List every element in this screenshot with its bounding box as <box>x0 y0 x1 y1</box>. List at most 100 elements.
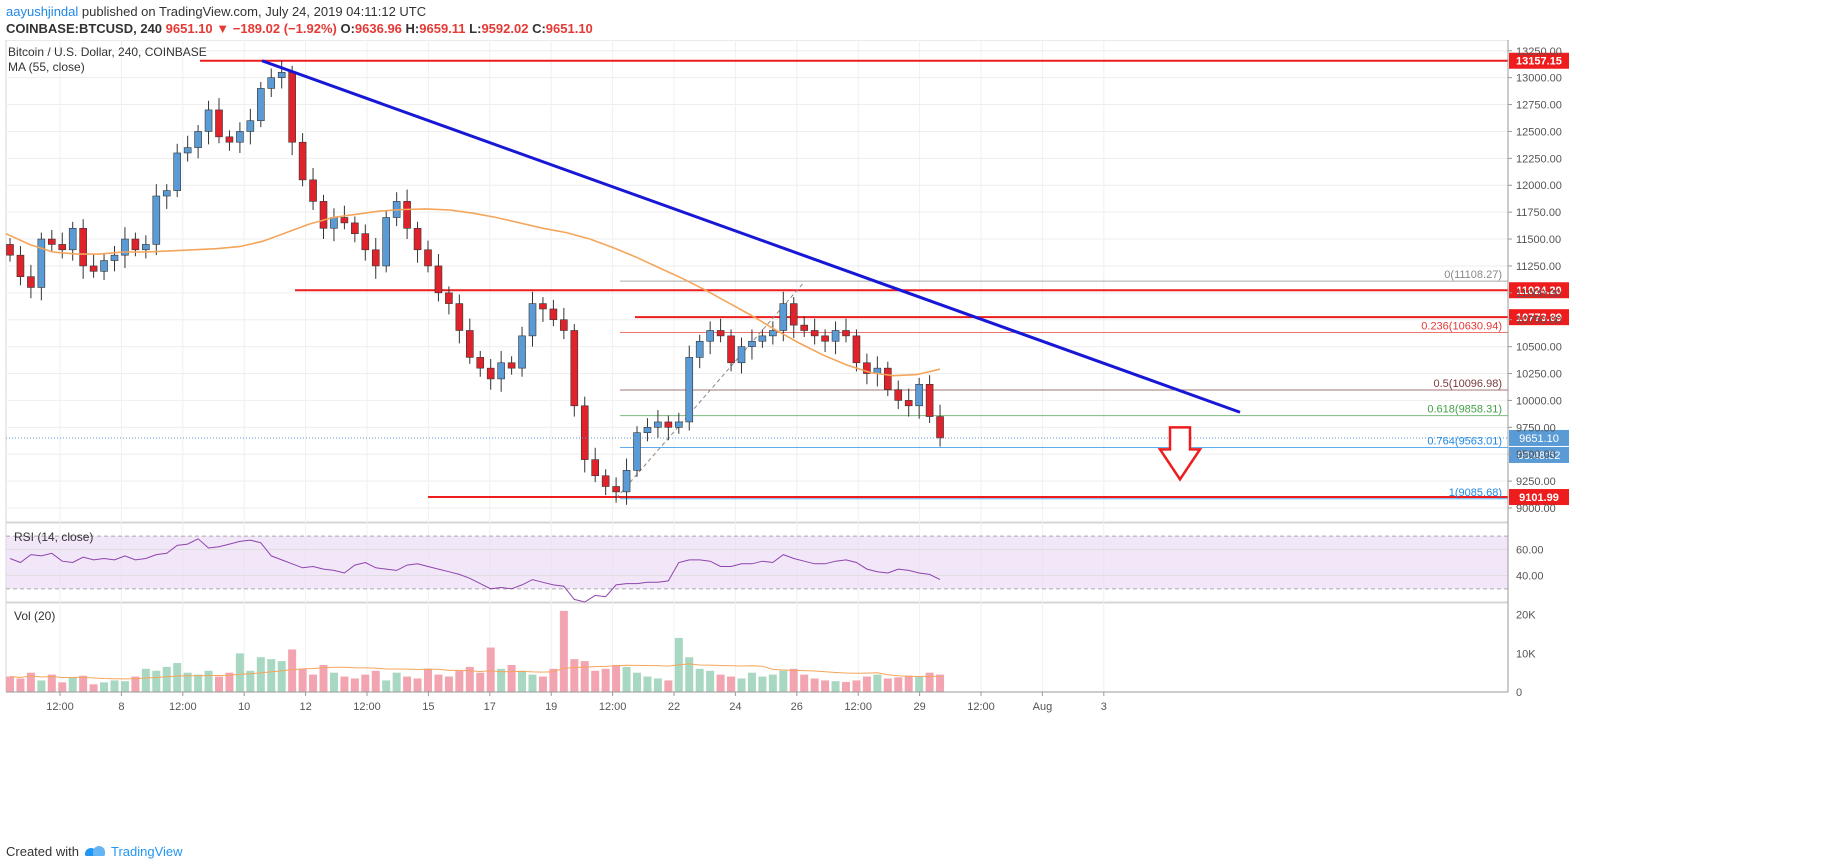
candle-body <box>925 383 934 417</box>
volume-bar <box>633 672 641 692</box>
candle-body <box>486 367 495 380</box>
time-tick-label: 12:00 <box>844 701 872 713</box>
volume-bar <box>622 666 631 692</box>
grid <box>5 40 1509 693</box>
candle-body <box>162 190 171 197</box>
volume-bar <box>68 677 77 692</box>
level-price-label: 11024.20 <box>1516 285 1561 297</box>
candle-body <box>737 346 746 364</box>
candle-body <box>685 357 694 423</box>
candle-body <box>16 254 25 277</box>
candle-body <box>716 330 725 337</box>
volume-bar <box>6 676 14 692</box>
fib-anchor-line <box>615 281 805 499</box>
volume-bar <box>141 668 150 692</box>
candle-body <box>591 459 600 477</box>
candle-body <box>758 335 767 342</box>
candle-body <box>706 330 714 342</box>
candle-body <box>424 249 432 267</box>
volume-bar <box>371 670 380 692</box>
volume-bar <box>288 649 297 692</box>
price-tick-label: 9500.00 <box>1516 449 1556 461</box>
candle-body <box>507 362 516 369</box>
candle-body <box>47 238 56 245</box>
price-tick-label: 12000.00 <box>1516 180 1562 192</box>
fib-label: 0.764(9563.01) <box>1427 435 1502 447</box>
candle-body <box>68 227 77 251</box>
level-price-label: 13157.15 <box>1516 56 1562 68</box>
candle-body <box>27 276 35 288</box>
candle-body <box>361 233 370 251</box>
volume-bar <box>215 676 223 692</box>
volume-bar <box>298 668 307 692</box>
candle-body <box>883 367 892 390</box>
candle-body <box>528 303 537 337</box>
candle-body <box>455 303 464 331</box>
price-tick-label: 13250.00 <box>1516 46 1562 58</box>
volume-bar <box>852 680 861 692</box>
price-tick-label: 12500.00 <box>1516 126 1562 138</box>
last-price: 9651.10 <box>165 21 213 36</box>
candle-body <box>58 244 67 251</box>
volume-bar <box>37 680 46 692</box>
volume-label: Vol (20) <box>14 609 55 623</box>
candle-body <box>298 141 307 181</box>
price-tick-label: 9000.00 <box>1516 503 1556 515</box>
candle-body <box>183 147 192 154</box>
candle-body <box>612 486 620 493</box>
tradingview-logo-icon <box>84 845 107 858</box>
tradingview-link[interactable]: TradingView <box>110 844 183 859</box>
price-tick-label: 12250.00 <box>1516 153 1562 165</box>
volume-bar <box>194 674 203 692</box>
candle-body <box>831 330 840 342</box>
time-tick-label: 17 <box>484 701 496 713</box>
candle-body <box>904 400 913 407</box>
price-pane: 13157.15 11024.20 10773.89 9101.99 0(11108.2… <box>5 52 1569 506</box>
volume-bar <box>779 670 788 692</box>
fib-label: 0.618(9858.31) <box>1427 404 1502 416</box>
fib-label: 0.5(10096.98) <box>1434 378 1503 390</box>
volume-bar <box>643 676 652 692</box>
price-tick-label: 11000.00 <box>1516 288 1561 300</box>
time-tick-label: 12:00 <box>967 701 995 713</box>
chart-title: Bitcoin / U.S. Dollar, 240, COINBASE <box>8 45 207 59</box>
published-text: published on TradingView.com, July 24, 2… <box>78 4 427 19</box>
candle-body <box>340 217 349 224</box>
level-price-label: 10773.89 <box>1516 312 1562 324</box>
volume-bar <box>538 676 547 692</box>
ma-line <box>5 208 941 377</box>
author-link[interactable]: aayushjindal <box>6 4 79 19</box>
volume-bar <box>246 670 255 692</box>
candle-body <box>100 260 108 272</box>
candle-body <box>852 335 861 364</box>
volume-bar <box>601 668 610 692</box>
candle-body <box>6 244 14 256</box>
volume-bar <box>518 670 527 692</box>
close-value: 9651.10 <box>545 21 593 36</box>
last-price-tag <box>1509 429 1569 446</box>
candle-body <box>549 308 558 321</box>
volume-bar <box>507 664 516 692</box>
last-price-label: 9651.10 <box>1519 433 1559 445</box>
volume-bar <box>591 670 600 692</box>
volume-bar <box>936 674 945 692</box>
candle-body <box>225 136 234 143</box>
volume-tick-label: 0 <box>1516 687 1522 699</box>
time-tick-label: 12 <box>299 701 311 713</box>
symbol: COINBASE:BTCUSD, 240 <box>6 21 163 36</box>
chart[interactable]: 13157.15 11024.20 10773.89 9101.99 0(11108.2… <box>0 40 1828 840</box>
close-label: C: <box>532 21 546 36</box>
volume-bar <box>528 674 537 692</box>
time-tick-label: 12:00 <box>599 701 627 713</box>
volume-bar <box>309 674 318 692</box>
volume-bar <box>821 680 830 692</box>
candle-body <box>695 340 704 358</box>
volume-bar <box>235 653 244 692</box>
volume-bar <box>455 670 464 692</box>
fib-label: 0.236(10630.94) <box>1421 321 1502 333</box>
candle-body <box>842 330 850 337</box>
level-price-tag <box>1509 282 1569 299</box>
volume-bar <box>120 681 129 692</box>
rsi-label: RSI (14, close) <box>14 530 93 544</box>
candle-body <box>821 335 829 342</box>
